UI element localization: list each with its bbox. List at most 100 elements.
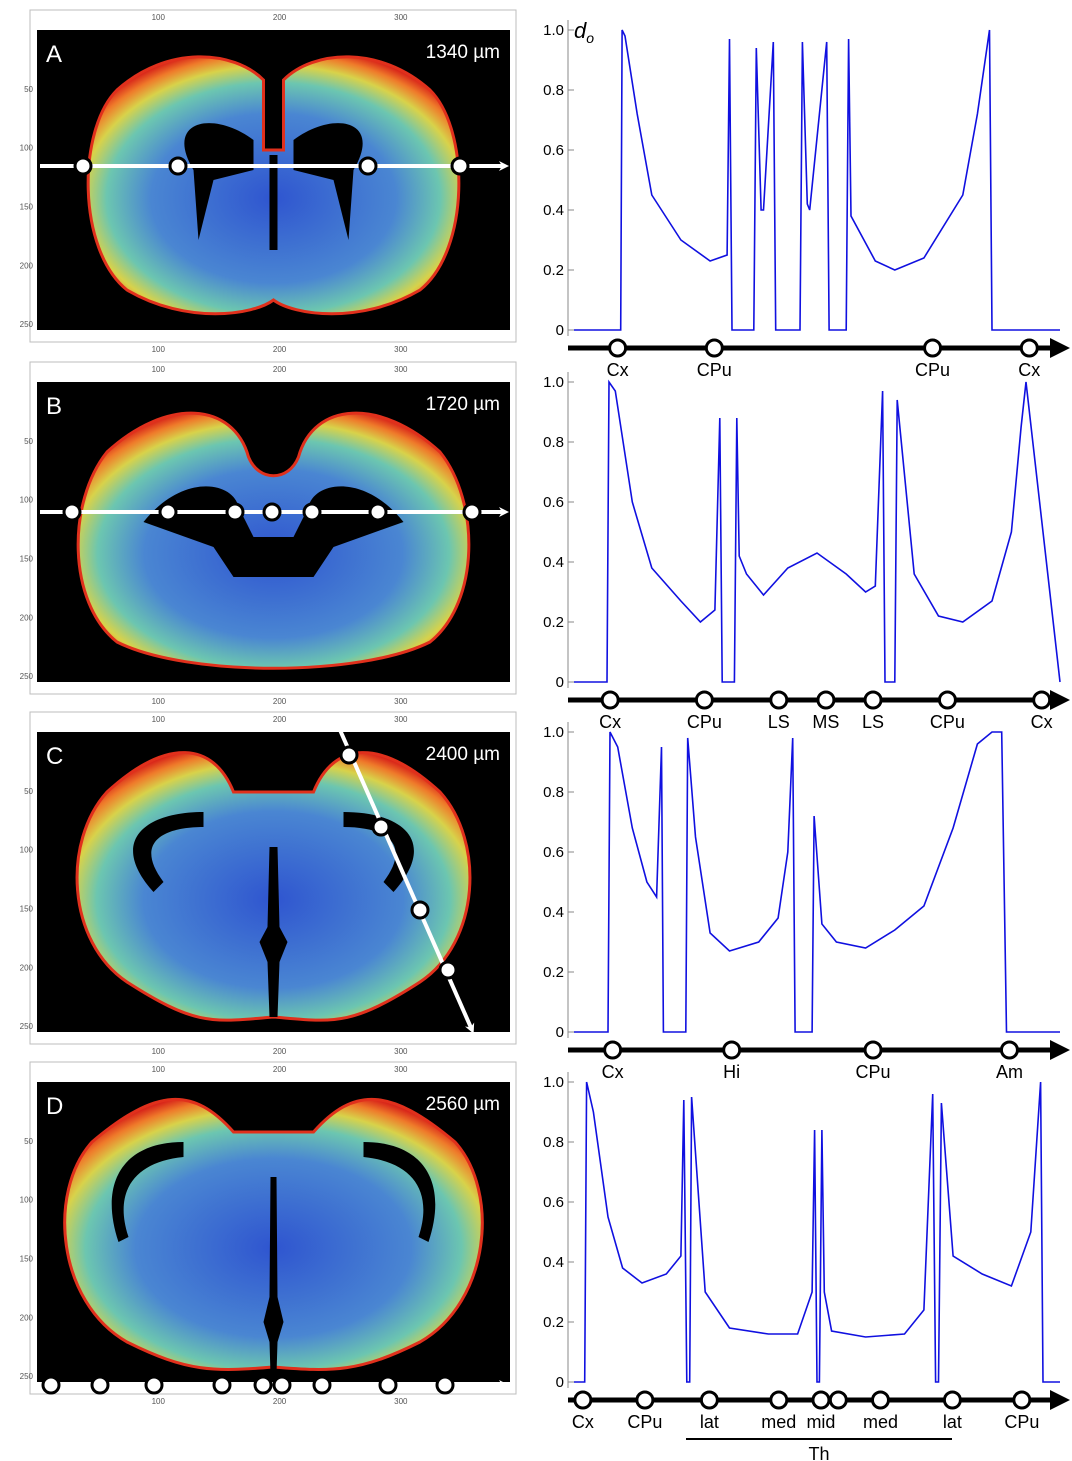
image-x-tick-bottom: 100 <box>152 1047 166 1056</box>
ventricle-system <box>143 486 404 577</box>
chart-y-tick-label: 0 <box>556 1374 564 1391</box>
image-y-tick: 50 <box>24 787 33 796</box>
image-y-tick: 150 <box>20 202 34 211</box>
structure-point <box>694 690 714 710</box>
chart-y-tick-label: 0.8 <box>543 1134 564 1151</box>
image-y-tick: 100 <box>20 846 34 855</box>
structure-point <box>942 1390 962 1410</box>
chart-y-tick-label: 0.4 <box>543 202 564 219</box>
image-x-tick-top: 200 <box>273 1065 287 1074</box>
structure-point <box>608 338 628 358</box>
image-x-tick-top: 200 <box>273 715 287 724</box>
chart-y-tick-label: 0.2 <box>543 964 564 981</box>
panel-letter: A <box>46 41 62 68</box>
structure-point <box>769 690 789 710</box>
thalamus-label: Th <box>808 1444 829 1461</box>
panel-d: 100 100 200 200 300 300 50 100 150 200 250 D 2560 µm… <box>20 1061 1070 1461</box>
profile-point <box>410 900 430 920</box>
profile-point <box>168 156 188 176</box>
structure-axis-arrow <box>1050 338 1070 358</box>
chart-y-tick-label: 1.0 <box>543 1074 564 1091</box>
profile-point <box>371 817 391 837</box>
structure-axis-arrow <box>1050 1390 1070 1410</box>
structure-point <box>870 1390 890 1410</box>
image-y-tick: 150 <box>20 1254 34 1263</box>
panel-a: 100 100 200 200 300 300 50 100 150 200 250 A 1340 µm… <box>20 9 1070 380</box>
image-y-tick: 250 <box>20 1372 34 1381</box>
image-y-tick: 100 <box>20 144 34 153</box>
chart-y-tick-label: 0.6 <box>543 844 564 861</box>
chart-y-tick-label: 0.4 <box>543 554 564 571</box>
image-x-tick-bottom: 200 <box>273 345 287 354</box>
image-x-tick-bottom: 100 <box>152 1397 166 1406</box>
structure-point <box>999 1040 1019 1060</box>
structure-point <box>635 1390 655 1410</box>
profile-point <box>158 502 178 522</box>
structure-point <box>863 690 883 710</box>
ventricle-right <box>293 123 363 240</box>
image-x-tick-bottom: 200 <box>273 697 287 706</box>
ventricle-left <box>184 123 254 240</box>
profile-point <box>90 1375 110 1395</box>
structure-axis-c: Cx Hi CPu Am <box>568 1040 1070 1082</box>
chart-y-tick-label: 0.8 <box>543 784 564 801</box>
image-y-tick: 100 <box>20 1196 34 1205</box>
image-x-tick-bottom: 100 <box>152 697 166 706</box>
image-y-tick: 50 <box>24 1137 33 1146</box>
structure-axis-b: Cx CPu LS MS LS CPu Cx <box>568 690 1070 732</box>
chart-series-line <box>574 29 1060 331</box>
image-y-tick: 250 <box>20 672 34 681</box>
image-y-tick: 150 <box>20 554 34 563</box>
slice-depth-label: 2560 µm <box>426 1094 500 1115</box>
slice-depth-label: 2400 µm <box>426 744 500 765</box>
profile-point <box>450 156 470 176</box>
profile-point <box>358 156 378 176</box>
structure-axis-arrow <box>1050 1040 1070 1060</box>
image-x-tick-bottom: 200 <box>273 1047 287 1056</box>
structure-label: MS <box>812 712 839 732</box>
image-y-tick: 250 <box>20 320 34 329</box>
image-y-tick: 250 <box>20 1022 34 1031</box>
midline-gap <box>269 155 278 250</box>
chart-y-tick-label: 0.6 <box>543 142 564 159</box>
profile-point <box>253 1375 273 1395</box>
profile-point <box>262 502 282 522</box>
structure-label: CPu <box>930 712 965 732</box>
profile-point <box>73 156 93 176</box>
chart-series-line <box>574 379 1061 683</box>
chart-y-tick-label: 0 <box>556 1024 564 1041</box>
structure-label: med <box>761 1412 796 1432</box>
image-x-tick-top: 200 <box>273 365 287 374</box>
profile-point <box>212 1375 232 1395</box>
chart-y-label-subscript: o <box>586 30 594 46</box>
chart-y-tick-label: 0.4 <box>543 904 564 921</box>
image-x-tick-top: 100 <box>152 365 166 374</box>
structure-label: CPu <box>1004 1412 1039 1432</box>
image-x-tick-top: 300 <box>394 1065 408 1074</box>
profile-point <box>368 502 388 522</box>
image-y-tick: 200 <box>20 261 34 270</box>
structure-label: Cx <box>572 1412 594 1432</box>
structure-label: CPu <box>627 1412 662 1432</box>
structure-label: Am <box>996 1062 1023 1082</box>
image-x-tick-top: 100 <box>152 1065 166 1074</box>
image-x-tick-top: 100 <box>152 13 166 22</box>
chart-y-tick-label: 1.0 <box>543 22 564 39</box>
structure-point <box>704 338 724 358</box>
structure-point <box>937 690 957 710</box>
image-x-tick-bottom: 300 <box>394 697 408 706</box>
structure-label: lat <box>943 1412 962 1432</box>
structure-point <box>573 1390 593 1410</box>
structure-label: CPu <box>915 360 950 380</box>
image-y-tick: 50 <box>24 437 33 446</box>
structure-label: CPu <box>697 360 732 380</box>
image-x-tick-bottom: 200 <box>273 1397 287 1406</box>
image-x-tick-top: 100 <box>152 715 166 724</box>
image-y-tick: 150 <box>20 904 34 913</box>
profile-point <box>462 502 482 522</box>
structure-label: med <box>863 1412 898 1432</box>
profile-point <box>312 1375 332 1395</box>
image-x-tick-bottom: 300 <box>394 345 408 354</box>
